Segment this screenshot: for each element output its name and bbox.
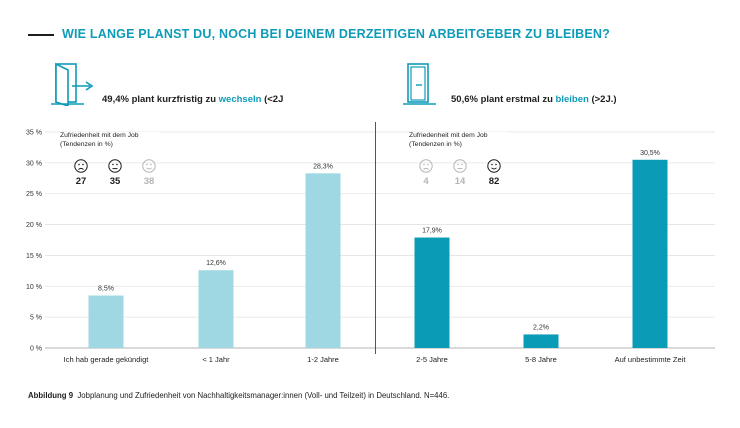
bar-value-label: 28,3% [313, 163, 333, 170]
happy-face-icon [142, 159, 156, 173]
y-tick-label: 35 % [26, 130, 42, 137]
satisfaction-value: 27 [75, 176, 87, 187]
bar-value-label: 12,6% [206, 260, 226, 267]
callout-right: Zufriedenheit mit dem Job (Tendenzen in … [409, 132, 509, 150]
chart-title: WIE LANGE PLANST DU, NOCH BEI DEINEM DER… [62, 27, 610, 41]
x-tick-label: 5-8 Jahre [525, 355, 557, 364]
title-rule [28, 34, 54, 36]
bar [88, 295, 124, 348]
x-tick-label: 1-2 Jahre [307, 355, 339, 364]
bar-value-label: 30,5% [640, 150, 660, 157]
left-header: 49,4% plant kurzfristig zu wechseln (<2J [102, 94, 284, 105]
callout-subtitle: (Tendenzen in %) [60, 140, 113, 148]
sad-face-icon [74, 159, 88, 173]
bar [305, 173, 341, 348]
x-tick-label: Auf unbestimmte Zeit [615, 355, 687, 364]
y-tick-label: 20 % [26, 222, 42, 229]
y-tick-label: 15 % [26, 253, 42, 260]
satisfaction-value: 35 [109, 176, 121, 187]
x-tick-label: Ich hab gerade gekündigt [64, 355, 150, 364]
y-tick-label: 25 % [26, 191, 42, 198]
figure-caption: Abbildung 9 Jobplanung und Zufriedenheit… [28, 391, 450, 400]
door-exit-icon [51, 62, 94, 106]
right-header: 50,6% plant erstmal zu bleiben (>2J.) [451, 94, 617, 105]
satisfaction-value: 14 [454, 176, 466, 187]
bar [414, 237, 450, 348]
neutral-face-icon [108, 159, 122, 173]
callout-subtitle: (Tendenzen in %) [409, 140, 462, 148]
happy-face-icon [487, 159, 501, 173]
group-divider [375, 122, 376, 354]
y-tick-label: 0 % [30, 346, 42, 353]
bar [198, 270, 234, 348]
bar-value-label: 17,9% [422, 228, 442, 235]
callout-title: Zufriedenheit mit dem Job [409, 132, 488, 139]
callout-title: Zufriedenheit mit dem Job [60, 132, 139, 139]
satisfaction-value: 82 [488, 176, 500, 187]
callout-left: Zufriedenheit mit dem Job (Tendenzen in … [60, 132, 160, 150]
satisfaction-value: 38 [143, 176, 155, 187]
x-tick-label: < 1 Jahr [202, 355, 230, 364]
bar [523, 334, 559, 348]
bar [632, 159, 668, 348]
bar-value-label: 8,5% [98, 286, 114, 293]
sad-face-icon [419, 159, 433, 173]
y-tick-label: 10 % [26, 284, 42, 291]
x-tick-label: 2-5 Jahre [416, 355, 448, 364]
y-tick-label: 5 % [30, 315, 42, 322]
door-stay-icon [403, 63, 436, 105]
neutral-face-icon [453, 159, 467, 173]
bar-value-label: 2,2% [533, 324, 549, 331]
y-tick-label: 30 % [26, 160, 42, 167]
satisfaction-value: 4 [423, 176, 429, 187]
